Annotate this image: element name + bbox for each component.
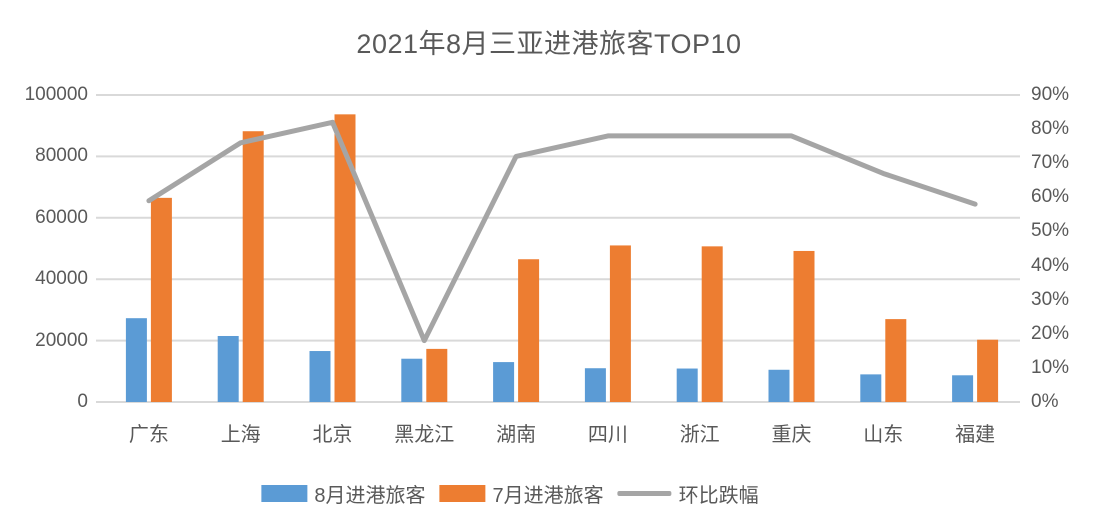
category-label: 山东 xyxy=(863,424,904,446)
bar-july xyxy=(977,339,999,402)
bar-august xyxy=(768,369,790,402)
right-axis-tick-label: 30% xyxy=(1031,288,1070,310)
right-axis-tick-label: 0% xyxy=(1031,391,1059,412)
bar-august xyxy=(493,362,515,402)
bar-july xyxy=(701,246,723,402)
bar-august xyxy=(584,368,606,402)
legend-swatch-rate-line-icon xyxy=(617,491,672,496)
category-label: 四川 xyxy=(587,424,628,446)
right-axis-tick-label: 20% xyxy=(1031,322,1070,344)
bar-august xyxy=(401,358,423,402)
legend-label-rate: 环比跌幅 xyxy=(678,485,759,507)
category-label: 重庆 xyxy=(771,424,812,446)
left-axis-tick-label: 20000 xyxy=(35,329,88,351)
legend-label-august: 8月进港旅客 xyxy=(314,485,426,507)
category-label: 湖南 xyxy=(496,424,537,446)
bar-august xyxy=(952,375,974,402)
bar-august xyxy=(217,335,239,402)
right-axis-tick-label: 70% xyxy=(1031,152,1070,174)
category-label: 黑龙江 xyxy=(394,424,455,446)
bar-july xyxy=(518,259,540,402)
bar-july xyxy=(334,114,356,402)
legend-swatch-july-icon xyxy=(439,485,486,502)
left-axis-tick-label: 40000 xyxy=(35,268,88,290)
left-axis-tick-label: 60000 xyxy=(35,206,88,228)
left-axis-tick-label: 0 xyxy=(77,391,88,412)
bar-august xyxy=(125,318,147,402)
right-axis-tick-label: 60% xyxy=(1031,186,1070,208)
legend-item-august: 8月进港旅客 xyxy=(261,479,426,508)
bar-july xyxy=(793,250,815,402)
bar-august xyxy=(309,351,331,402)
right-axis-tick-label: 90% xyxy=(1031,84,1070,105)
bar-august xyxy=(676,368,698,402)
right-axis-tick-label: 40% xyxy=(1031,254,1070,276)
category-label: 广东 xyxy=(128,424,169,446)
bar-july xyxy=(885,319,907,402)
legend-label-july: 7月进港旅客 xyxy=(492,485,604,507)
category-label: 浙江 xyxy=(679,424,720,446)
category-label: 福建 xyxy=(955,424,996,446)
chart-title: 2021年8月三亚进港旅客TOP10 xyxy=(356,29,742,59)
bar-july xyxy=(150,197,172,402)
bar-july xyxy=(242,131,264,402)
right-axis-tick-label: 50% xyxy=(1031,220,1070,242)
chart-legend: 8月进港旅客 7月进港旅客 环比跌幅 xyxy=(261,479,759,508)
legend-item-rate: 环比跌幅 xyxy=(617,479,759,508)
left-axis-tick-label: 80000 xyxy=(35,145,88,167)
right-axis-tick-label: 80% xyxy=(1031,118,1070,140)
bar-july xyxy=(426,348,448,402)
legend-item-july: 7月进港旅客 xyxy=(439,479,604,508)
category-label: 上海 xyxy=(220,424,261,446)
category-label: 北京 xyxy=(312,424,353,446)
right-axis-tick-label: 10% xyxy=(1031,356,1070,378)
left-axis-tick-label: 100000 xyxy=(24,84,88,105)
rate-trend-line xyxy=(146,119,978,344)
bar-july xyxy=(609,245,631,402)
legend-swatch-august-icon xyxy=(261,485,308,502)
bar-august xyxy=(860,374,882,402)
